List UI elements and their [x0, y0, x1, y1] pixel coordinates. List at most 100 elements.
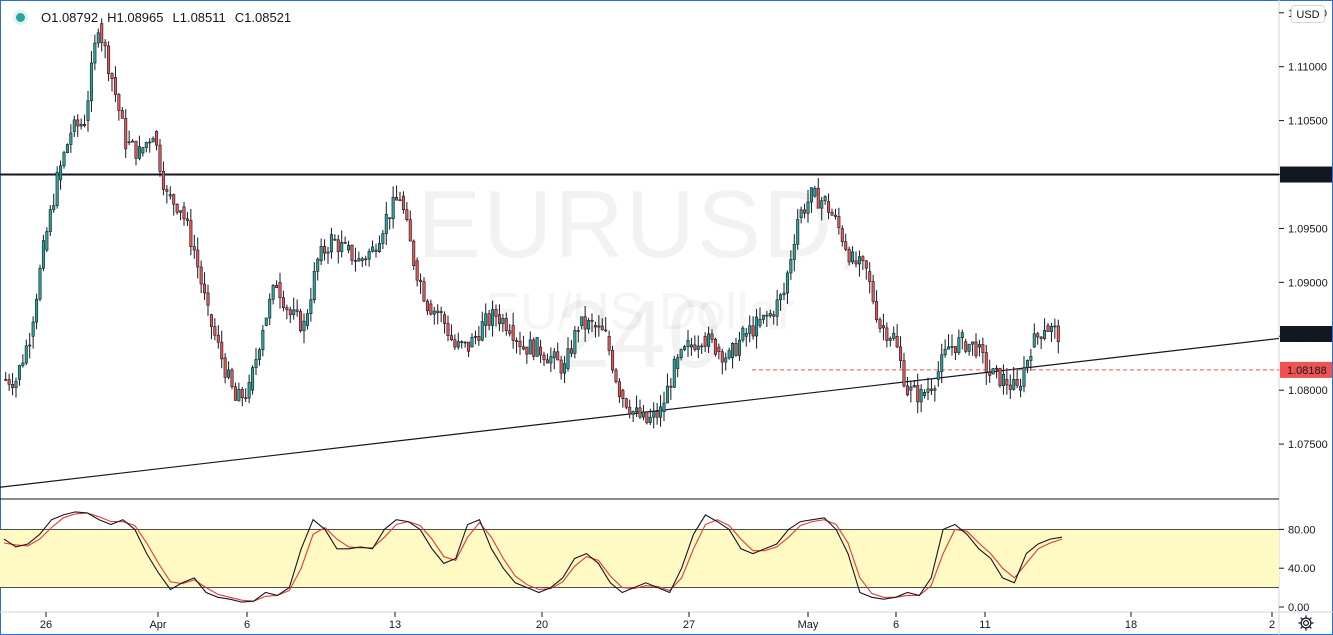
currency-button[interactable]: USD	[1291, 5, 1325, 23]
candle-body	[398, 199, 402, 202]
candle-body	[391, 196, 395, 220]
candle-body	[113, 77, 117, 95]
candle-body	[539, 346, 543, 356]
candle-body	[463, 341, 467, 344]
candle-body	[919, 388, 923, 403]
price-tick-label: 1.09500	[1288, 223, 1328, 235]
price-tick-label: 1.07500	[1288, 439, 1328, 451]
candle-body	[813, 187, 817, 197]
candle-body	[587, 320, 591, 330]
candle-body	[333, 238, 337, 241]
candle-body	[861, 256, 865, 262]
candle-body	[367, 251, 371, 260]
candle-body	[600, 325, 604, 331]
candle-body	[107, 45, 111, 74]
price-tick-label: 1.08000	[1288, 385, 1328, 397]
candle-body	[576, 330, 580, 332]
candle-body	[501, 318, 505, 325]
close-value: C1.08521	[234, 9, 292, 25]
candle-body	[295, 309, 299, 312]
candle-body	[264, 317, 268, 326]
candle-body	[984, 352, 988, 373]
candle-body	[425, 300, 429, 312]
candle-body	[960, 332, 964, 339]
candle-body	[4, 379, 8, 381]
candle-body	[573, 330, 577, 354]
candle-body	[110, 73, 114, 79]
candle-body	[782, 292, 786, 296]
gear-icon[interactable]	[1297, 614, 1315, 632]
alert-price-badge	[1280, 361, 1332, 378]
candle-body	[213, 326, 217, 336]
candle-body	[1012, 379, 1016, 390]
candle-body	[343, 242, 347, 244]
candle-body	[31, 321, 35, 337]
time-tick-label: 13	[389, 619, 401, 631]
candle-body	[943, 348, 947, 356]
candle-body	[323, 246, 327, 254]
candle-body	[799, 209, 803, 218]
candle-body	[734, 342, 738, 356]
time-tick-label: 18	[1125, 619, 1137, 631]
candle-body	[628, 406, 632, 415]
candle-body	[707, 333, 711, 347]
candle-body	[172, 194, 176, 205]
candle-body	[950, 346, 954, 348]
candle-body	[761, 314, 765, 320]
candle-body	[683, 346, 687, 350]
candle-body	[597, 325, 601, 328]
candle-body	[168, 194, 172, 197]
candle-body	[525, 346, 529, 355]
candle-body	[144, 142, 148, 148]
candle-body	[552, 351, 556, 359]
candle-body	[720, 351, 724, 363]
candle-body	[429, 303, 433, 315]
candle-body	[820, 200, 824, 209]
candle-body	[199, 266, 203, 285]
candle-body	[892, 332, 896, 339]
candle-body	[449, 335, 453, 341]
candle-body	[751, 325, 755, 337]
candle-body	[299, 311, 303, 332]
time-tick-label: 6	[893, 619, 899, 631]
candle-body	[693, 344, 697, 350]
candle-body	[100, 23, 104, 43]
candle-body	[840, 228, 844, 242]
candle-body	[443, 314, 447, 324]
candle-body	[511, 325, 515, 341]
candle-body	[336, 239, 340, 252]
candle-body	[227, 369, 231, 378]
candle-body	[312, 271, 316, 301]
candle-body	[532, 339, 536, 357]
candle-body	[86, 100, 90, 121]
candle-body	[772, 314, 776, 317]
candle-body	[209, 314, 213, 327]
candle-body	[902, 360, 906, 387]
candle-body	[93, 42, 97, 64]
candle-body	[257, 349, 261, 360]
candle-body	[388, 217, 392, 220]
candle-body	[779, 294, 783, 301]
candle-body	[357, 258, 361, 262]
candle-body	[785, 272, 789, 294]
candle-body	[347, 244, 351, 251]
candle-body	[35, 298, 39, 323]
candle-body	[419, 279, 423, 283]
candle-body	[175, 203, 179, 213]
candle-body	[45, 231, 49, 251]
candle-body	[14, 380, 18, 388]
time-tick-label: 20	[536, 619, 548, 631]
candle-body	[895, 335, 899, 348]
candle-body	[645, 411, 649, 424]
high-value: H1.08965	[107, 9, 164, 25]
candle-body	[648, 416, 652, 423]
candle-body	[854, 260, 858, 265]
candle-body	[868, 271, 872, 282]
candle-body	[607, 335, 611, 351]
candle-body	[765, 314, 769, 317]
candle-body	[710, 333, 714, 340]
candle-body	[744, 333, 748, 337]
candle-body	[473, 336, 477, 338]
candle-body	[292, 309, 296, 315]
